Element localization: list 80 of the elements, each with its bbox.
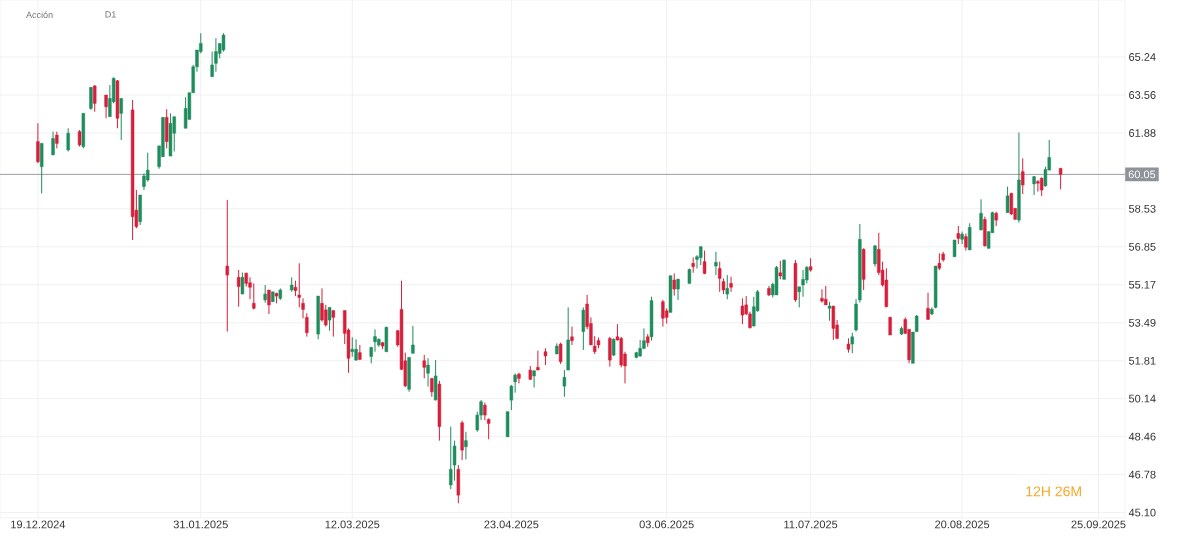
candlestick [581,306,586,351]
x-tick-label: 23.04.2025 [484,520,539,529]
ref-line-label: 60.05 [1128,170,1156,179]
y-tick-label: 53.49 [1128,318,1156,327]
x-tick-label: 12.03.2025 [325,520,380,529]
y-tick-label: 48.46 [1128,432,1156,441]
y-tick-label: 50.14 [1128,394,1156,403]
x-tick-label: 31.01.2025 [173,520,228,529]
candlestick [968,222,972,251]
y-tick-label: 61.88 [1129,129,1156,137]
candlestick [426,357,430,388]
candlestick [926,292,930,321]
candlestick [354,338,358,362]
candlestick [221,32,226,53]
candlestick [172,116,176,153]
candlestick [93,84,97,113]
candlestick [824,285,828,306]
candlestick [1036,179,1040,193]
candlestick [331,310,336,338]
annotation: Acción [26,11,53,19]
candlestick [358,344,362,361]
y-tick-label: 51.81 [1128,356,1156,365]
candlestick [422,354,426,379]
candlestick [1039,176,1044,197]
candlestick [676,278,680,301]
y-tick-label: 63.56 [1129,91,1156,99]
y-tick-label: 58.53 [1128,204,1156,213]
candlestick [225,199,229,333]
candlestick [532,370,536,388]
candlestick [608,336,612,368]
candlestick [820,288,824,304]
y-tick-label: 65.24 [1129,53,1156,61]
x-tick-label: 20.08.2025 [935,520,990,529]
candlestick [350,336,354,358]
annotation: 12H 26M [1026,486,1081,497]
candlestick [183,96,188,129]
candlestick [570,326,574,346]
candlestick [714,251,718,276]
candlestick [509,384,514,411]
candlestick [297,262,301,308]
candlestick [827,301,832,322]
candlestick [1058,167,1063,190]
candlestick [661,299,665,328]
candlestick [430,377,434,398]
candlestick [801,269,805,298]
candlestick [267,289,271,315]
candlestick [699,245,703,266]
y-tick-label: 45.10 [1128,508,1156,517]
candlestick [536,350,540,371]
y-tick-label: 46.78 [1128,470,1156,479]
candlestick [236,269,241,308]
candlestick [411,325,415,354]
candlestick [104,94,108,119]
candlestick [729,276,733,293]
candlestick [39,142,44,194]
candlestick [119,97,123,141]
candlestick [66,127,70,153]
candlestick [252,282,256,310]
x-tick-label: 25.09.2025 [1071,520,1126,529]
y-tick-label: 55.17 [1128,280,1156,289]
candlestick [373,328,377,353]
candlestick [778,260,782,280]
candlestick [214,37,218,73]
candlestick [1021,157,1025,195]
x-tick-label: 11.07.2025 [784,520,838,529]
y-tick-label: 56.85 [1128,242,1156,251]
candlestick [979,198,983,231]
candlestick [51,131,55,156]
candlestick [513,372,517,394]
candlestick [449,426,453,490]
candlestick [320,287,324,323]
candlestick [464,431,468,460]
x-tick-label: 19.12.2024 [11,520,66,529]
candlestick [672,272,676,297]
candlestick [36,122,40,164]
candlestick [782,258,786,280]
candlestick [89,86,93,111]
candlestick [248,276,252,300]
annotation: D1 [105,11,116,18]
x-tick-label: 03.06.2025 [639,520,694,529]
